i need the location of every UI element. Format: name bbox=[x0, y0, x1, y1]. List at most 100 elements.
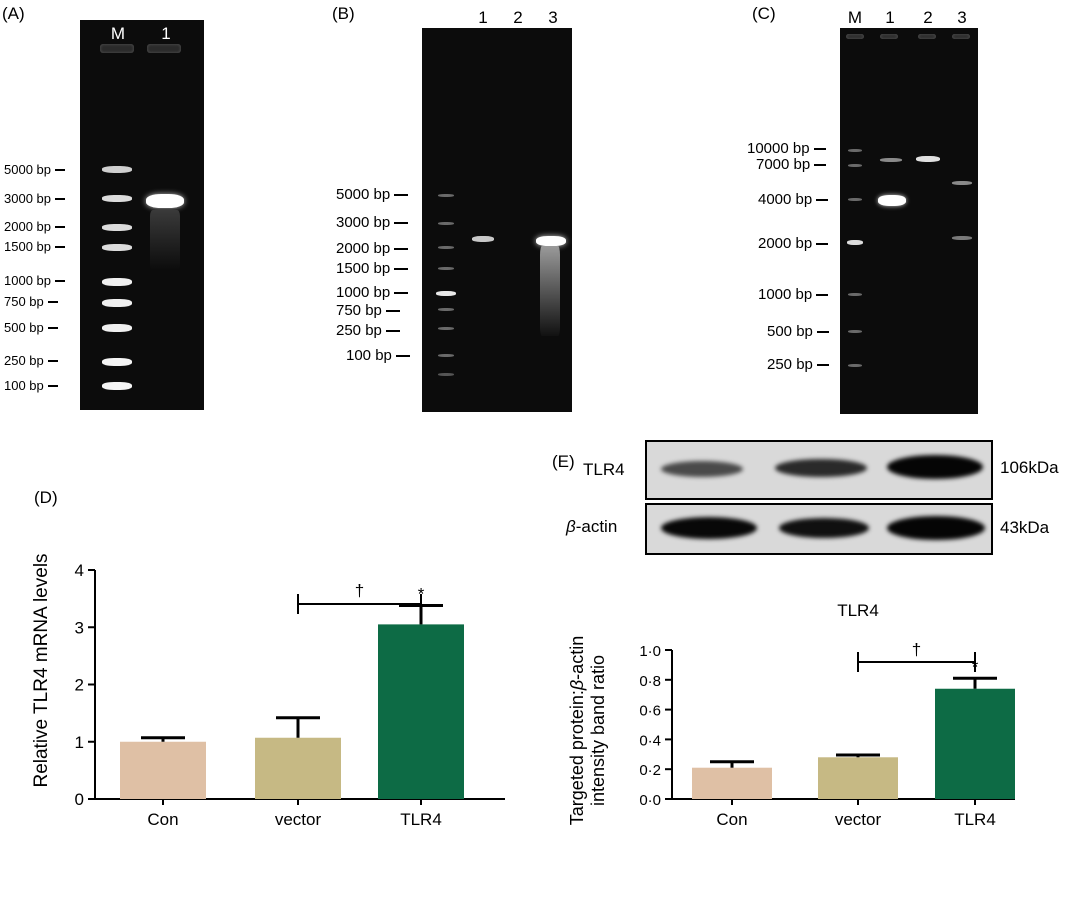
blot-row-label-tlr4: TLR4 bbox=[583, 460, 625, 479]
y-tick-label: 1·0 bbox=[639, 643, 661, 660]
y-tick-label: 0·8 bbox=[639, 673, 661, 690]
sample-band bbox=[146, 194, 184, 208]
gel-c-marker: 10000 bp bbox=[747, 140, 826, 158]
ladder-band bbox=[438, 373, 454, 376]
ladder-band bbox=[102, 278, 132, 286]
panel-e-label: (E) bbox=[552, 452, 575, 471]
bar bbox=[255, 737, 341, 799]
gel-a-well-1 bbox=[147, 44, 181, 53]
sample-band bbox=[536, 236, 566, 246]
blot-row-label-actin: β-actin bbox=[566, 517, 618, 536]
gel-c-well bbox=[880, 34, 898, 39]
gel-b-marker: 2000 bp bbox=[336, 240, 409, 258]
y-tick-label: 0·6 bbox=[639, 703, 661, 720]
blot-tlr4 bbox=[645, 440, 993, 500]
y-axis-label: Relative TLR4 mRNA levels bbox=[31, 553, 52, 787]
y-tick-label: 0·0 bbox=[639, 792, 661, 809]
y-tick-label: 2 bbox=[75, 676, 84, 695]
ladder-band bbox=[102, 166, 132, 173]
ladder-band bbox=[102, 324, 132, 332]
ladder-band bbox=[848, 164, 862, 167]
ladder-band bbox=[848, 293, 862, 296]
x-tick-label: Con bbox=[147, 810, 178, 829]
wb-band bbox=[887, 455, 983, 479]
gel-c-well bbox=[952, 34, 970, 39]
gel-b-marker: 250 bp bbox=[336, 322, 400, 340]
gel-c-marker: 1000 bp bbox=[758, 286, 829, 304]
gel-a-lane-m: M bbox=[110, 24, 126, 43]
panel-b-label: (B) bbox=[332, 4, 355, 23]
blot-beta-actin bbox=[645, 503, 993, 555]
bar bbox=[378, 624, 464, 799]
ladder-band bbox=[438, 308, 454, 311]
bar bbox=[692, 767, 772, 799]
blot-kda-tlr4: 106kDa bbox=[1000, 458, 1059, 477]
gel-b-marker: 100 bp bbox=[346, 347, 410, 365]
y-tick-label: 4 bbox=[75, 561, 84, 580]
gel-a-marker: 3000 bp bbox=[4, 190, 65, 208]
ladder-band bbox=[438, 267, 454, 270]
sample-band bbox=[880, 158, 902, 162]
gel-a-marker: 1500 bp bbox=[4, 238, 65, 256]
dagger-annotation: † bbox=[355, 581, 364, 600]
gel-a-marker: 2000 bp bbox=[4, 218, 65, 236]
y-axis-label-line1: Targeted protein:β-actin bbox=[567, 636, 587, 825]
ladder-band bbox=[438, 246, 454, 249]
sample-band bbox=[878, 195, 906, 206]
ladder-band bbox=[848, 364, 862, 367]
gel-a-marker: 750 bp bbox=[4, 293, 58, 311]
x-tick-label: TLR4 bbox=[400, 810, 442, 829]
wb-band bbox=[661, 517, 757, 539]
sample-band bbox=[952, 236, 972, 240]
gel-c-lane-m: M bbox=[847, 8, 863, 27]
ladder-band bbox=[102, 224, 132, 231]
ladder-band bbox=[848, 149, 862, 152]
gel-b-lane-2: 2 bbox=[513, 8, 523, 27]
wb-band bbox=[779, 518, 869, 538]
y-tick-label: 0 bbox=[75, 790, 84, 809]
gel-c-well bbox=[846, 34, 864, 39]
gel-c-lane-3: 3 bbox=[957, 8, 967, 27]
ladder-band bbox=[102, 195, 132, 202]
ladder-band bbox=[438, 327, 454, 330]
gel-c-image bbox=[840, 28, 978, 414]
gel-c-lane-1: 1 bbox=[885, 8, 895, 27]
sample-smear bbox=[150, 210, 180, 270]
gel-c-marker: 2000 bp bbox=[758, 235, 829, 253]
ladder-band bbox=[102, 358, 132, 366]
gel-b-marker: 3000 bp bbox=[336, 214, 409, 232]
bar bbox=[818, 757, 898, 799]
gel-b-lane-3: 3 bbox=[548, 8, 558, 27]
y-axis-label-line2: intensity band ratio bbox=[588, 655, 608, 806]
ladder-band bbox=[848, 330, 862, 333]
gel-c-marker: 4000 bp bbox=[758, 191, 829, 209]
gel-a-marker: 100 bp bbox=[4, 377, 58, 395]
gel-b-marker: 1500 bp bbox=[336, 260, 409, 278]
ladder-band bbox=[102, 244, 132, 251]
gel-a-marker: 500 bp bbox=[4, 319, 58, 337]
gel-a-marker: 5000 bp bbox=[4, 161, 65, 179]
gel-b-marker: 1000 bp bbox=[336, 284, 409, 302]
chart-title: TLR4 bbox=[837, 601, 879, 620]
ladder-band bbox=[847, 240, 863, 245]
panel-a-label: (A) bbox=[2, 4, 25, 23]
dagger-annotation: † bbox=[912, 640, 921, 659]
sample-band bbox=[916, 156, 940, 162]
gel-b-marker: 750 bp bbox=[336, 302, 400, 320]
y-tick-label: 3 bbox=[75, 618, 84, 637]
panel-c-label: (C) bbox=[752, 4, 776, 23]
wb-band bbox=[661, 461, 743, 477]
gel-a-lane-1: 1 bbox=[161, 24, 171, 43]
star-annotation: * bbox=[418, 584, 425, 603]
gel-c-marker: 250 bp bbox=[767, 356, 829, 374]
gel-c-well bbox=[918, 34, 936, 39]
ladder-band bbox=[436, 291, 456, 296]
ladder-band bbox=[102, 299, 132, 307]
gel-a-marker: 250 bp bbox=[4, 352, 58, 370]
wb-band bbox=[887, 516, 985, 540]
ladder-band bbox=[438, 194, 454, 197]
x-tick-label: vector bbox=[835, 810, 882, 829]
gel-a-image: M 1 bbox=[80, 20, 204, 410]
bar bbox=[120, 741, 206, 799]
wb-band bbox=[775, 459, 867, 477]
